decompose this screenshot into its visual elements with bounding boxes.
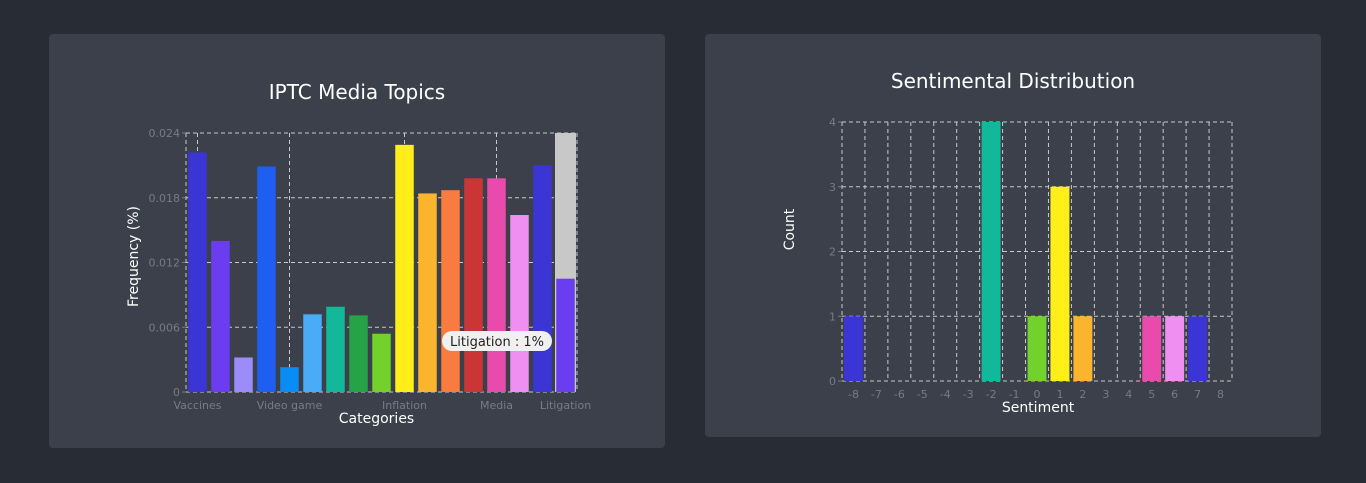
tooltip-box — [442, 331, 552, 351]
bar — [418, 193, 437, 392]
x-tick-label: 4 — [1125, 388, 1132, 401]
bar — [372, 333, 391, 392]
x-tick-label: 6 — [1171, 388, 1178, 401]
y-tick-label: 0.024 — [149, 127, 181, 140]
bar — [349, 315, 368, 392]
x-tick-label: -1 — [1009, 388, 1020, 401]
bar — [510, 215, 529, 392]
x-tick-label: Litigation — [540, 399, 591, 412]
bar — [1188, 316, 1208, 381]
bar — [1142, 316, 1162, 381]
x-tick-label: -2 — [986, 388, 997, 401]
x-tick-label: Vaccines — [173, 399, 221, 412]
bar — [1027, 316, 1047, 381]
bar — [556, 278, 575, 392]
y-axis-title: Count — [782, 208, 798, 250]
x-tick-label: 7 — [1194, 388, 1201, 401]
bar — [441, 190, 460, 392]
tooltip-text: Litigation : 1% — [450, 335, 544, 350]
bar — [326, 306, 345, 392]
y-axis-title: Frequency (%) — [126, 206, 142, 307]
x-axis-title: Categories — [339, 411, 414, 427]
bar — [257, 166, 276, 392]
sentiment-card: Sentimental Distribution 0 1 2 3 4 -8 -7 -6 -5 -4… — [705, 34, 1321, 437]
x-tick-label: Inflation — [382, 399, 427, 412]
iptc-topics-chart: 0 0.006 0.012 0.018 0.024 Vaccines Video game I… — [126, 127, 591, 427]
bar — [1165, 316, 1185, 381]
x-tick-label: 1 — [1056, 388, 1063, 401]
y-tick-label: 1 — [829, 310, 836, 323]
x-tick-label: -7 — [871, 388, 882, 401]
x-tick-label: 0 — [1034, 388, 1041, 401]
x-tick-label: 3 — [1102, 388, 1109, 401]
y-tick-label: 0 — [173, 386, 180, 399]
bar — [303, 314, 322, 392]
bar — [280, 367, 299, 392]
y-tick-label: 0.006 — [149, 321, 181, 334]
bar — [533, 165, 552, 392]
chart-title: Sentimental Distribution — [890, 69, 1136, 93]
bar — [1073, 316, 1093, 381]
y-tick-label: 0 — [829, 375, 836, 388]
y-tick-label: 3 — [829, 181, 836, 194]
x-tick-label: 5 — [1148, 388, 1155, 401]
y-tick-label: 0.012 — [149, 257, 181, 270]
x-tick-label: -8 — [848, 388, 859, 401]
y-tick-label: 4 — [829, 116, 836, 129]
bar — [844, 316, 863, 381]
bar — [395, 144, 414, 392]
chart-title: IPTC Media Topics — [268, 80, 446, 104]
x-tick-label: 2 — [1079, 388, 1086, 401]
iptc-topics-card: IPTC Media Topics 0 0.006 0.012 0.018 0.024 V… — [49, 34, 665, 448]
bar — [464, 178, 483, 392]
x-axis-title: Sentiment — [1002, 400, 1075, 416]
sentiment-chart: 0 1 2 3 4 -8 -7 -6 -5 -4 -3 -2 -1 0 1 2 3 4 5 6 7 8 Sentiment C… — [782, 116, 1233, 416]
y-tick-label: 2 — [829, 246, 836, 259]
x-tick-label: -6 — [894, 388, 905, 401]
bar — [1050, 186, 1070, 381]
x-tick-label: -3 — [963, 388, 974, 401]
bar — [487, 178, 506, 392]
x-tick-label: Media — [480, 399, 513, 412]
bar — [234, 357, 253, 392]
bar — [211, 240, 230, 392]
y-tick-label: 0.018 — [149, 192, 181, 205]
x-tick-label: -5 — [917, 388, 928, 401]
x-tick-label: -4 — [940, 388, 951, 401]
bar — [981, 122, 1001, 381]
x-tick-label: 8 — [1217, 388, 1224, 401]
bar — [188, 152, 207, 392]
x-tick-label: Video game — [257, 399, 323, 412]
